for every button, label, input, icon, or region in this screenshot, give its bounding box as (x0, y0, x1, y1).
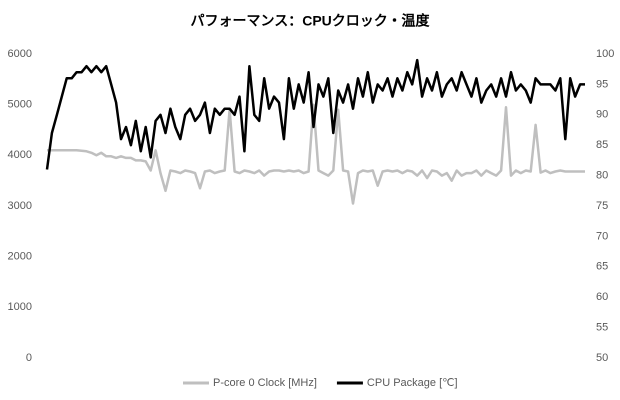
y-tick-label: 1000 (8, 301, 32, 313)
chart-title: パフォーマンス：CPUクロック・温度 (191, 13, 431, 29)
y-tick-label: 4000 (8, 149, 32, 161)
y2-tick-label: 75 (596, 200, 608, 212)
legend-label: P-core 0 Clock [MHz] (213, 377, 317, 389)
y2-tick-label: 90 (596, 109, 608, 121)
series-line (45, 58, 585, 170)
y2-tick-label: 100 (596, 48, 614, 60)
y2-tick-label: 60 (596, 291, 608, 303)
y2-tick-label: 95 (596, 78, 608, 90)
series-line (47, 103, 585, 205)
y2-tick-label: 85 (596, 139, 608, 151)
y2-tick-label: 65 (596, 261, 608, 273)
y2-tick-label: 55 (596, 322, 608, 334)
y-tick-label: 3000 (8, 200, 32, 212)
y-tick-label: 6000 (8, 48, 32, 60)
y-tick-label: 2000 (8, 251, 32, 263)
y2-tick-label: 70 (596, 230, 608, 242)
y-tick-label: 0 (26, 352, 32, 364)
y2-tick-label: 80 (596, 170, 608, 182)
legend-label: CPU Package [℃] (367, 377, 458, 389)
y-tick-label: 5000 (8, 99, 32, 111)
y2-tick-label: 50 (596, 352, 608, 364)
